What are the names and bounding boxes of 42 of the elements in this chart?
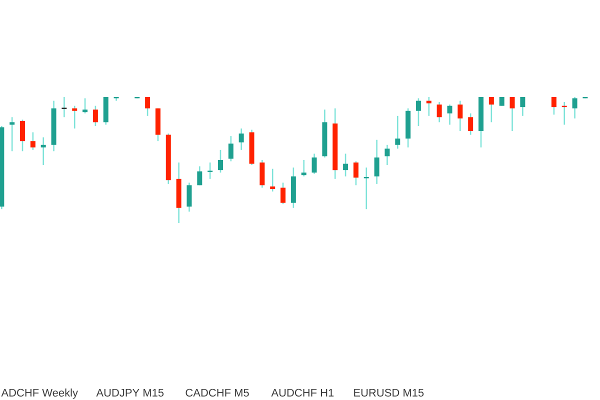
candlestick bbox=[364, 166, 369, 210]
candlestick bbox=[395, 115, 400, 150]
candlestick bbox=[92, 105, 98, 127]
candlestick bbox=[20, 119, 26, 152]
candlestick bbox=[353, 160, 358, 186]
candlestick bbox=[218, 149, 223, 174]
candlestick bbox=[72, 105, 78, 130]
text: AUDCHF H1 bbox=[271, 388, 334, 397]
candlestick bbox=[447, 104, 452, 126]
candlestick bbox=[62, 96, 67, 118]
candlestick bbox=[145, 96, 150, 117]
candlestick bbox=[426, 96, 432, 117]
candlestick bbox=[260, 159, 265, 188]
candlestick bbox=[30, 132, 36, 151]
text: CADCHF M5 bbox=[186, 388, 249, 397]
candlestick bbox=[488, 96, 494, 123]
text: AUDJPY M15 bbox=[96, 388, 164, 397]
candlestick bbox=[343, 153, 348, 178]
candlestick bbox=[186, 182, 192, 212]
candlestick bbox=[208, 162, 213, 180]
candlestick bbox=[238, 128, 244, 151]
candlestick bbox=[384, 144, 390, 166]
candlestick bbox=[551, 96, 556, 116]
candlestick bbox=[520, 96, 526, 117]
candlestick bbox=[197, 166, 202, 186]
candlestick bbox=[416, 98, 421, 127]
candlestick bbox=[82, 98, 88, 114]
candlestick bbox=[374, 139, 380, 185]
candlestick bbox=[10, 116, 15, 152]
candlestick bbox=[312, 153, 317, 175]
candlestick bbox=[40, 136, 46, 166]
candlestick bbox=[468, 112, 474, 136]
text: EURUSD M15 bbox=[354, 388, 424, 397]
candlestick bbox=[458, 100, 463, 132]
candlestick bbox=[270, 168, 276, 192]
candlestick bbox=[510, 96, 515, 132]
candlestick bbox=[572, 96, 578, 120]
text: ADCHF Weekly bbox=[1, 388, 78, 399]
candlestick bbox=[301, 159, 306, 178]
candlestick bbox=[436, 101, 442, 123]
candlestick bbox=[228, 135, 234, 162]
candlestick bbox=[280, 182, 286, 205]
